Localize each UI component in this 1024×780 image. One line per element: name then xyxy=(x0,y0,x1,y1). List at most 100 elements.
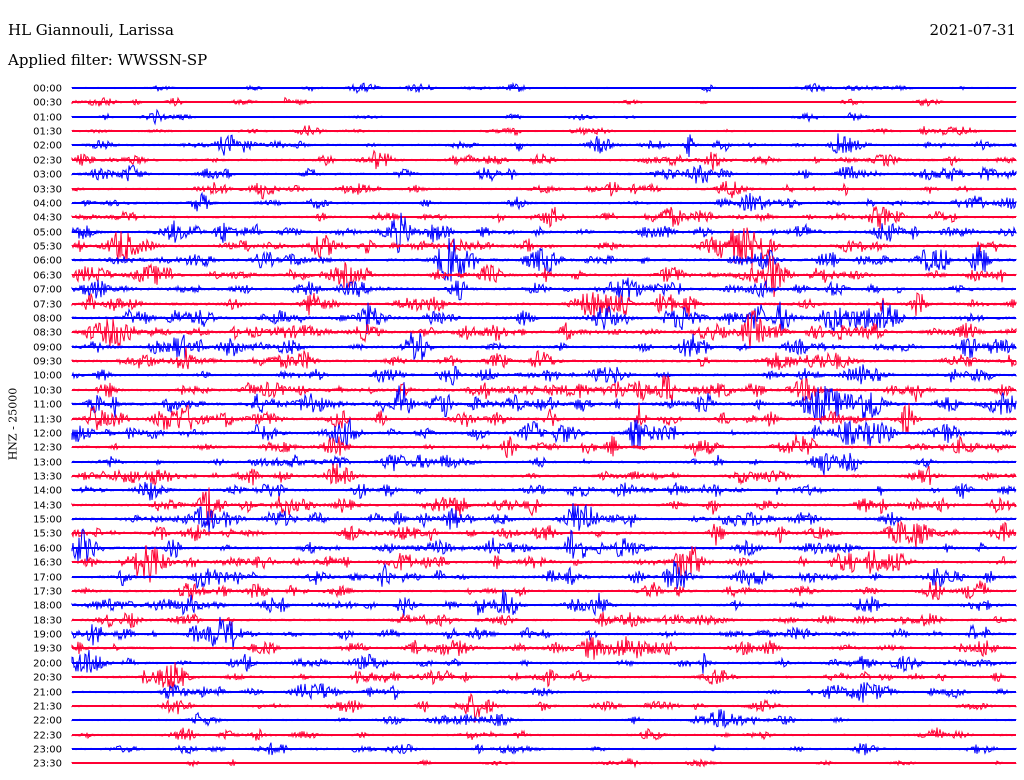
seismic-trace xyxy=(71,611,1017,629)
seismic-trace xyxy=(71,636,1017,660)
row-time-label: 17:00 xyxy=(33,573,62,584)
row-time-label: 02:30 xyxy=(33,156,62,167)
row-time-label: 12:00 xyxy=(33,429,62,440)
row-time-label: 20:00 xyxy=(33,659,62,670)
seismic-trace xyxy=(71,255,1017,297)
row-time-label: 03:00 xyxy=(33,170,62,181)
row-time-label: 23:00 xyxy=(33,745,62,756)
row-time-label: 13:30 xyxy=(33,472,62,483)
row-time-label: 03:30 xyxy=(33,185,62,196)
row-time-label: 17:30 xyxy=(33,587,62,598)
row-time-label: 21:00 xyxy=(33,688,62,699)
row-time-label: 22:30 xyxy=(33,731,62,742)
seismic-trace xyxy=(71,434,1017,459)
row-time-label: 07:30 xyxy=(33,300,62,311)
seismic-trace xyxy=(71,463,1017,487)
seismic-trace xyxy=(71,292,1017,317)
seismic-trace xyxy=(71,560,1017,589)
row-time-label: 05:00 xyxy=(33,228,62,239)
seismic-trace xyxy=(71,212,1017,254)
row-time-label: 16:00 xyxy=(33,544,62,555)
row-time-label: 22:00 xyxy=(33,716,62,727)
seismic-trace xyxy=(71,227,1017,268)
row-time-label: 09:30 xyxy=(33,357,62,368)
seismic-trace xyxy=(71,452,1017,476)
row-time-label: 11:30 xyxy=(33,415,62,426)
applied-filter: Applied filter: WWSSN-SP xyxy=(8,51,208,69)
row-time-label: 01:00 xyxy=(33,113,62,124)
row-time-label: 18:00 xyxy=(33,601,62,612)
row-time-label: 04:00 xyxy=(33,199,62,210)
seismic-trace xyxy=(71,238,1017,282)
seismic-trace xyxy=(71,545,1017,583)
seismic-trace xyxy=(71,346,1017,371)
row-time-label: 23:30 xyxy=(33,759,62,770)
seismic-trace xyxy=(71,662,1017,691)
seismic-trace xyxy=(71,149,1017,171)
row-time-label: 10:00 xyxy=(33,371,62,382)
seismic-trace xyxy=(71,364,1017,386)
seismic-trace xyxy=(71,402,1017,435)
row-time-label: 18:30 xyxy=(33,616,62,627)
row-time-label: 04:30 xyxy=(33,213,62,224)
seismic-trace xyxy=(71,650,1017,674)
seismic-trace xyxy=(71,133,1017,158)
seismic-trace xyxy=(71,580,1017,601)
seismic-trace xyxy=(71,108,1017,126)
seismic-trace xyxy=(71,528,1017,564)
row-time-label: 07:00 xyxy=(33,285,62,296)
seismic-trace xyxy=(71,382,1017,425)
seismic-trace xyxy=(71,164,1017,184)
row-time-label: 06:00 xyxy=(33,256,62,267)
row-time-label: 13:00 xyxy=(33,458,62,469)
row-time-label: 19:00 xyxy=(33,630,62,641)
seismic-trace xyxy=(71,727,1017,741)
row-time-label: 12:30 xyxy=(33,443,62,454)
seismic-trace xyxy=(71,374,1017,404)
seismic-trace xyxy=(71,81,1017,94)
row-time-label: 05:30 xyxy=(33,242,62,253)
row-time-label: 11:00 xyxy=(33,400,62,411)
seismic-trace xyxy=(71,181,1017,200)
seismic-trace xyxy=(71,692,1017,723)
row-time-label: 00:30 xyxy=(33,98,62,109)
seismic-trace xyxy=(71,191,1017,212)
seismic-trace xyxy=(71,616,1017,650)
seismic-trace xyxy=(71,682,1017,703)
row-time-label: 10:30 xyxy=(33,386,62,397)
seismic-trace xyxy=(71,709,1017,729)
row-time-label: 08:30 xyxy=(33,328,62,339)
row-time-label: 09:00 xyxy=(33,343,62,354)
record-date: 2021-07-31 xyxy=(929,21,1016,39)
row-time-label: 01:30 xyxy=(33,127,62,138)
row-time-label: 20:30 xyxy=(33,673,62,684)
seismic-trace xyxy=(71,206,1017,229)
seismic-trace xyxy=(71,125,1017,137)
seismic-trace xyxy=(71,96,1017,107)
row-time-label: 19:30 xyxy=(33,644,62,655)
seismic-trace xyxy=(71,742,1017,756)
row-time-label: 00:00 xyxy=(33,84,62,95)
seismic-trace xyxy=(71,487,1017,525)
row-time-label: 21:30 xyxy=(33,702,62,713)
row-time-label: 14:30 xyxy=(33,501,62,512)
seismic-trace xyxy=(71,503,1017,532)
row-time-label: 02:00 xyxy=(33,141,62,152)
seismic-trace xyxy=(71,332,1017,362)
station-name: HL Giannouli, Larissa xyxy=(8,21,174,39)
row-time-label: 08:00 xyxy=(33,314,62,325)
row-time-label: 14:00 xyxy=(33,486,62,497)
row-time-label: 06:30 xyxy=(33,271,62,282)
row-time-label: 15:30 xyxy=(33,529,62,540)
seismic-trace xyxy=(71,589,1017,617)
seismic-trace xyxy=(71,481,1017,501)
seismic-trace xyxy=(71,300,1017,335)
row-time-label: 15:00 xyxy=(33,515,62,526)
seismic-trace xyxy=(71,310,1017,349)
row-time-label: 16:30 xyxy=(33,558,62,569)
seismic-trace xyxy=(71,520,1017,548)
seismic-trace xyxy=(71,418,1017,449)
seismic-trace xyxy=(71,277,1017,303)
seismic-trace xyxy=(71,757,1017,769)
